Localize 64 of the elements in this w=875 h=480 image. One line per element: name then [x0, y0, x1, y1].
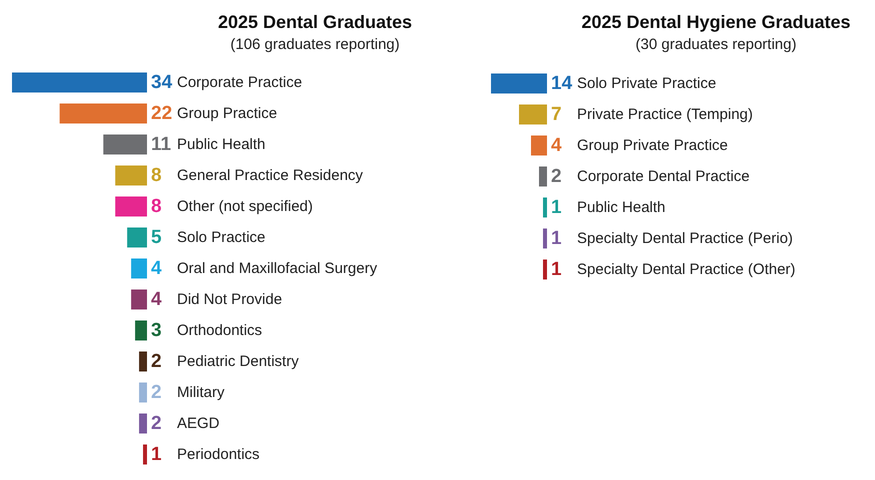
- bar: [12, 72, 147, 92]
- data-label: 14: [551, 73, 573, 94]
- data-label: 4: [551, 135, 562, 156]
- y-tick-label: Group Private Practice: [577, 137, 728, 154]
- data-label: 8: [151, 165, 162, 186]
- bar: [539, 166, 547, 186]
- bar: [519, 104, 547, 124]
- data-label: 3: [151, 320, 162, 341]
- bar: [103, 134, 147, 154]
- bar: [531, 136, 547, 156]
- bar: [131, 258, 147, 278]
- y-tick-label: Military: [177, 384, 225, 401]
- y-tick-label: Group Practice: [177, 105, 278, 122]
- y-tick-label: Other (not specified): [177, 198, 313, 215]
- bar: [139, 414, 147, 434]
- bar: [139, 352, 147, 372]
- bar: [115, 166, 147, 186]
- bar: [543, 228, 547, 248]
- y-tick-label: Corporate Dental Practice: [577, 168, 750, 185]
- y-tick-label: Orthodontics: [177, 322, 262, 339]
- text: (30 graduates reporting): [636, 36, 796, 53]
- data-label: 1: [551, 228, 562, 249]
- text: 2025 Dental Hygiene Graduates: [581, 12, 851, 32]
- y-tick-label: Oral and Maxillofacial Surgery: [177, 260, 378, 277]
- y-tick-label: Solo Practice: [177, 229, 266, 246]
- data-label: 22: [151, 103, 172, 124]
- data-label: 2: [551, 166, 562, 187]
- y-tick-label: Specialty Dental Practice (Other): [577, 261, 796, 278]
- bar: [139, 382, 147, 402]
- bar: [131, 290, 147, 310]
- data-label: 4: [151, 289, 162, 310]
- bar: [143, 444, 147, 464]
- y-tick-label: Solo Private Practice: [577, 75, 716, 92]
- y-tick-label: AEGD: [177, 415, 220, 432]
- y-tick-label: Periodontics: [177, 446, 260, 463]
- bar: [60, 104, 147, 124]
- data-label: 2: [151, 382, 162, 403]
- data-label: 2: [151, 413, 162, 434]
- bar: [491, 74, 547, 94]
- y-tick-label: Public Health: [177, 136, 266, 153]
- text: 2025 Dental Graduates: [218, 12, 412, 32]
- text: (106 graduates reporting): [230, 36, 400, 53]
- data-label: 1: [151, 444, 162, 465]
- bar: [543, 198, 547, 218]
- data-label: 1: [551, 197, 562, 218]
- data-label: 4: [151, 258, 162, 279]
- data-label: 2: [151, 351, 162, 372]
- y-tick-label: Public Health: [577, 199, 666, 216]
- y-tick-label: Private Practice (Temping): [577, 106, 753, 123]
- bar: [127, 228, 147, 248]
- data-label: 7: [551, 104, 562, 125]
- bar: [115, 196, 147, 216]
- bar: [135, 320, 147, 340]
- data-label: 5: [151, 227, 162, 248]
- data-label: 1: [551, 259, 562, 280]
- data-label: 8: [151, 196, 162, 217]
- y-tick-label: Specialty Dental Practice (Perio): [577, 230, 793, 247]
- y-tick-label: Pediatric Dentistry: [177, 353, 300, 370]
- y-tick-label: Did Not Provide: [177, 291, 282, 308]
- bar: [543, 260, 547, 280]
- data-label: 34: [151, 72, 173, 93]
- y-tick-label: Corporate Practice: [177, 74, 302, 91]
- y-tick-label: General Practice Residency: [177, 167, 364, 184]
- data-label: 11: [151, 134, 172, 155]
